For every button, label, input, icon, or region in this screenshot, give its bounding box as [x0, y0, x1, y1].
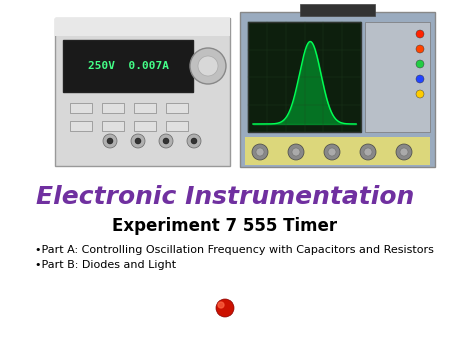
FancyBboxPatch shape — [102, 103, 124, 113]
FancyBboxPatch shape — [245, 137, 430, 165]
Text: 250V  0.007A: 250V 0.007A — [87, 61, 168, 71]
Circle shape — [396, 144, 412, 160]
Circle shape — [159, 134, 173, 148]
FancyBboxPatch shape — [300, 4, 375, 16]
FancyBboxPatch shape — [166, 121, 188, 131]
Circle shape — [218, 302, 224, 308]
Circle shape — [252, 144, 268, 160]
Circle shape — [198, 56, 218, 76]
FancyBboxPatch shape — [102, 121, 124, 131]
Circle shape — [187, 134, 201, 148]
Circle shape — [107, 138, 113, 144]
Circle shape — [191, 138, 197, 144]
Circle shape — [416, 45, 424, 53]
Circle shape — [163, 138, 169, 144]
Text: Experiment 7 555 Timer: Experiment 7 555 Timer — [112, 217, 338, 235]
FancyBboxPatch shape — [248, 22, 361, 132]
FancyBboxPatch shape — [70, 121, 92, 131]
Circle shape — [292, 148, 300, 156]
Text: •Part B: Diodes and Light: •Part B: Diodes and Light — [35, 260, 176, 270]
Circle shape — [416, 60, 424, 68]
FancyBboxPatch shape — [55, 18, 230, 36]
Circle shape — [288, 144, 304, 160]
Circle shape — [360, 144, 376, 160]
Circle shape — [400, 148, 408, 156]
Circle shape — [416, 30, 424, 38]
Text: •Part A: Controlling Oscillation Frequency with Capacitors and Resistors: •Part A: Controlling Oscillation Frequen… — [35, 245, 434, 255]
FancyBboxPatch shape — [134, 103, 156, 113]
FancyBboxPatch shape — [240, 12, 435, 167]
FancyBboxPatch shape — [365, 22, 430, 132]
FancyBboxPatch shape — [166, 103, 188, 113]
Circle shape — [135, 138, 141, 144]
FancyBboxPatch shape — [70, 103, 92, 113]
FancyBboxPatch shape — [63, 40, 193, 92]
Circle shape — [328, 148, 336, 156]
Text: Electronic Instrumentation: Electronic Instrumentation — [36, 185, 414, 209]
Circle shape — [324, 144, 340, 160]
Circle shape — [256, 148, 264, 156]
Circle shape — [190, 48, 226, 84]
FancyBboxPatch shape — [55, 18, 230, 166]
FancyBboxPatch shape — [134, 121, 156, 131]
Circle shape — [416, 90, 424, 98]
Circle shape — [216, 299, 234, 317]
Circle shape — [131, 134, 145, 148]
Circle shape — [364, 148, 372, 156]
Circle shape — [103, 134, 117, 148]
Circle shape — [416, 75, 424, 83]
